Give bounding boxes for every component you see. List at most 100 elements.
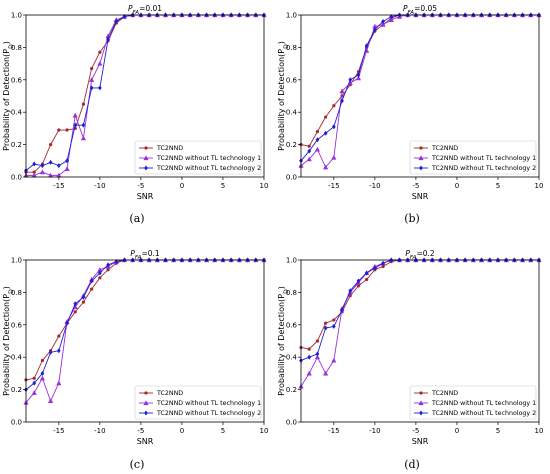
data-point-s2-8 — [80, 135, 87, 141]
series-line-3 — [300, 14, 539, 162]
legend-label-2: TC2NND without TL technology 1 — [431, 400, 536, 407]
legend-marker-3 — [419, 165, 423, 171]
data-point-s3-4 — [48, 349, 53, 355]
x-tick-label: 0 — [180, 427, 184, 435]
data-point-s2-4 — [48, 398, 54, 404]
x-tick-label: -15 — [328, 182, 339, 190]
series-line-1 — [300, 259, 539, 350]
legend-marker-3 — [144, 165, 148, 171]
y-tick-label: 0.2 — [11, 141, 22, 149]
data-point-s1-9 — [365, 277, 369, 282]
data-point-s3-7 — [73, 122, 78, 128]
data-point-s1-5 — [332, 318, 336, 322]
x-axis-label: SNR — [412, 437, 429, 446]
plot-frame — [25, 259, 265, 423]
data-point-s3-8 — [356, 72, 361, 78]
data-point-s1-10 — [98, 50, 102, 54]
data-point-s3-3 — [40, 163, 45, 169]
data-point-s3-11 — [381, 260, 385, 266]
legend-box — [134, 140, 262, 175]
legend-marker-1 — [144, 391, 148, 395]
y-tick-label: 0.2 — [11, 386, 22, 394]
plot-frame — [25, 14, 265, 178]
data-point-s2-3 — [39, 375, 46, 381]
x-tick-label: -15 — [53, 182, 64, 190]
legend-marker-1 — [419, 146, 423, 150]
data-point-s2-4 — [323, 370, 329, 376]
data-point-s3-5 — [56, 163, 61, 169]
data-point-s3-6 — [340, 307, 344, 313]
legend-label-3: TC2NND without TL technology 2 — [156, 410, 261, 417]
data-point-s2-12 — [388, 17, 394, 22]
x-tick-label: 10 — [535, 182, 544, 190]
data-point-s1-5 — [57, 334, 61, 338]
data-point-s3-2 — [307, 354, 312, 360]
data-point-s1-9 — [90, 287, 94, 291]
x-tick-label: -10 — [94, 182, 105, 190]
legend-label-3: TC2NND without TL technology 2 — [431, 410, 536, 417]
data-point-s1-11 — [106, 268, 110, 272]
x-tick-label: -10 — [369, 427, 380, 435]
x-tick-label: -5 — [412, 182, 419, 190]
data-point-s3-10 — [97, 270, 102, 276]
data-point-s2-5 — [56, 172, 62, 178]
data-point-s3-12 — [389, 14, 394, 20]
y-tick-label: 0.8 — [11, 289, 22, 297]
y-tick-label: 0.4 — [11, 109, 23, 117]
legend-marker-2 — [143, 400, 149, 406]
legend-label-1: TC2NND — [156, 145, 183, 152]
data-point-s2-9 — [89, 77, 95, 82]
y-tick-label: 0.6 — [286, 321, 298, 329]
x-axis-label: SNR — [412, 192, 429, 201]
data-point-s2-4 — [323, 164, 329, 170]
data-point-s3-11 — [106, 262, 110, 268]
x-tick-label: 0 — [455, 427, 459, 435]
data-point-s2-2 — [306, 156, 312, 162]
data-point-s2-6 — [64, 166, 70, 171]
data-point-s3-6 — [65, 320, 69, 326]
legend-label-2: TC2NND without TL technology 1 — [431, 155, 536, 162]
x-tick-label: -5 — [412, 427, 419, 435]
data-point-s1-4 — [324, 115, 328, 119]
chart-panel-1: -15 -10 -5 0 5 10 0.0 0.2 0.4 0.6 0.8 1.0 SNR Probabi… — [2, 4, 268, 225]
x-tick-label: 0 — [455, 182, 459, 190]
data-point-s1-2 — [307, 347, 311, 351]
y-tick-label: 0.0 — [11, 419, 22, 427]
data-point-s3-3 — [315, 137, 320, 143]
data-point-s2-10 — [97, 61, 103, 66]
x-tick-label: 10 — [260, 182, 269, 190]
data-point-s3-11 — [106, 36, 110, 42]
y-axis-label: Probability of Detection(PD) — [277, 41, 290, 151]
y-tick-label: 1.0 — [11, 257, 22, 265]
data-point-s2-11 — [380, 22, 386, 27]
data-point-s1-5 — [57, 128, 61, 132]
panel-caption: (d) — [404, 458, 420, 471]
data-point-s3-4 — [323, 130, 328, 136]
legend-box — [409, 140, 537, 175]
data-point-s3-9 — [89, 278, 94, 284]
data-point-s3-9 — [364, 270, 369, 276]
y-tick-label: 0.8 — [286, 289, 297, 297]
legend: TC2NND TC2NND without TL technology 1 TC2N… — [409, 140, 537, 175]
data-point-s2-8 — [355, 75, 362, 81]
plot-frame — [300, 14, 540, 178]
data-point-s3-2 — [307, 148, 312, 154]
legend-box — [409, 385, 537, 420]
x-tick-label: -5 — [137, 182, 144, 190]
chart-panel-4: -15 -10 -5 0 5 10 0.0 0.2 0.4 0.6 0.8 1.0 SNR Probabi… — [277, 249, 543, 471]
data-point-s3-6 — [65, 158, 69, 164]
series-line-1 — [300, 14, 539, 147]
y-tick-label: 0.2 — [286, 386, 297, 394]
panel-caption: (b) — [404, 212, 420, 225]
legend-label-2: TC2NND without TL technology 1 — [156, 400, 261, 407]
data-point-s2-3 — [314, 146, 321, 152]
x-tick-label: 5 — [221, 182, 225, 190]
data-point-s1-9 — [90, 66, 94, 71]
data-point-s3-3 — [315, 351, 320, 357]
y-tick-label: 0.0 — [286, 174, 297, 182]
data-point-s3-10 — [97, 85, 102, 91]
data-point-s2-5 — [331, 357, 337, 363]
data-point-s3-10 — [372, 27, 377, 33]
y-tick-label: 1.0 — [11, 12, 22, 20]
x-tick-label: 10 — [535, 427, 544, 435]
